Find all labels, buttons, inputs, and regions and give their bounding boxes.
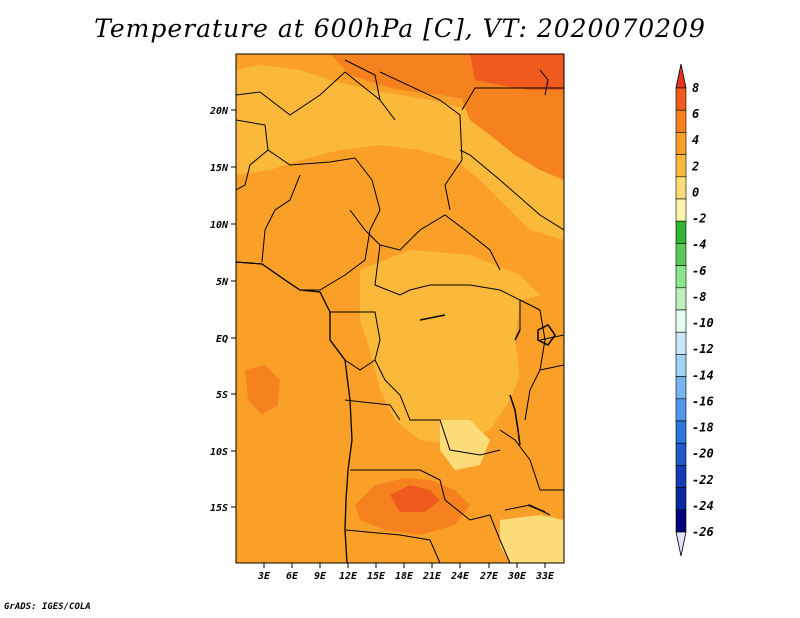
field-n2to0-south [500, 515, 564, 563]
colorbar-cell [675, 398, 687, 422]
lon-label: 12E [339, 571, 358, 582]
colorbar-label: 8 [692, 81, 699, 95]
colorbar-label: -16 [692, 394, 714, 408]
colorbar: 8 6 4 2 0 -2 -4 -6 -8 -10 -12 -14 -16 -18 -20 -22 -24 -26 [675, 63, 714, 557]
field-6to8-northeast [470, 54, 564, 90]
lon-label: 30E [507, 571, 527, 582]
lat-label: 15S [210, 503, 228, 514]
field-n2to0-southeast [440, 420, 490, 470]
lon-label: 21E [422, 571, 442, 582]
colorbar-cell [675, 287, 687, 311]
colorbar-label: 2 [691, 159, 699, 173]
lakes [419, 314, 556, 513]
lat-label: 20N [209, 106, 229, 117]
lon-label: 33E [535, 571, 555, 582]
colorbar-label: 4 [692, 133, 699, 147]
field-4to6-north [330, 54, 470, 100]
field-0to2-central [360, 250, 545, 445]
colorbar-cell [675, 442, 687, 466]
lat-label: EQ [216, 334, 228, 345]
colorbar-cell [675, 309, 687, 333]
colorbar-label: -2 [692, 212, 706, 226]
colorbar-cell [675, 109, 687, 133]
colorbar-label: -26 [692, 525, 714, 539]
temperature-field [236, 54, 564, 563]
coastline [236, 261, 353, 563]
colorbar-label: -12 [692, 342, 714, 356]
lon-label: 9E [314, 571, 327, 582]
field-4to6-west [245, 365, 280, 415]
colorbar-label: -18 [692, 421, 714, 435]
lat-label: 5S [216, 390, 228, 401]
colorbar-label: -4 [692, 238, 706, 252]
colorbar-cell [675, 331, 687, 355]
colorbar-label: -20 [692, 447, 714, 461]
colorbar-cell [675, 487, 687, 511]
lon-label: 6E [286, 571, 299, 582]
colorbar-cell [675, 354, 687, 377]
field-6to8-angola [390, 485, 440, 512]
colorbar-label: -10 [692, 316, 714, 330]
map-frame [235, 53, 565, 564]
lon-label: 18E [395, 571, 414, 582]
colorbar-label: -24 [692, 499, 714, 513]
colorbar-cell [675, 243, 687, 266]
lon-label: 3E [257, 571, 271, 582]
colorbar-label: 6 [692, 107, 699, 121]
colorbar-cell [675, 376, 687, 400]
colorbar-cell [675, 154, 687, 178]
lon-label: 27E [479, 571, 499, 582]
colorbar-cell [675, 265, 687, 289]
lat-label: 10N [210, 220, 229, 231]
lon-label: 24E [450, 571, 470, 582]
colorbar-cell [675, 87, 687, 111]
lat-label: 5N [216, 277, 229, 288]
colorbar-cell [675, 509, 687, 533]
colorbar-label: -14 [692, 368, 714, 382]
colorbar-cell [675, 465, 687, 488]
longitude-axis: 3E 6E 9E 12E 15E 18E 21E 24E 27E 30E 33E [257, 563, 555, 582]
colorbar-label: 0 [692, 185, 699, 199]
latitude-axis: 20N 15N 10N 5N EQ 5S 10S 15S [209, 106, 236, 514]
colorbar-label: -8 [692, 290, 706, 304]
colorbar-cell [675, 420, 687, 444]
colorbar-cell [675, 132, 687, 155]
map-title: Temperature at 600hPa [C], VT: 202007020… [94, 14, 706, 43]
colorbar-max-arrow [675, 63, 687, 89]
field-2to4-west [236, 265, 350, 563]
colorbar-min-arrow [675, 531, 687, 557]
colorbar-label: -6 [692, 264, 706, 278]
colorbar-label: -22 [692, 473, 714, 487]
colorbar-cell [675, 176, 687, 200]
colorbar-cell [675, 220, 687, 244]
lat-label: 10S [210, 447, 228, 458]
colorbar-cell [675, 198, 687, 222]
lon-label: 15E [367, 571, 386, 582]
lat-label: 15N [210, 163, 229, 174]
field-2to4-east [515, 290, 564, 470]
credit-text: GrADS: IGES/COLA [4, 602, 91, 612]
